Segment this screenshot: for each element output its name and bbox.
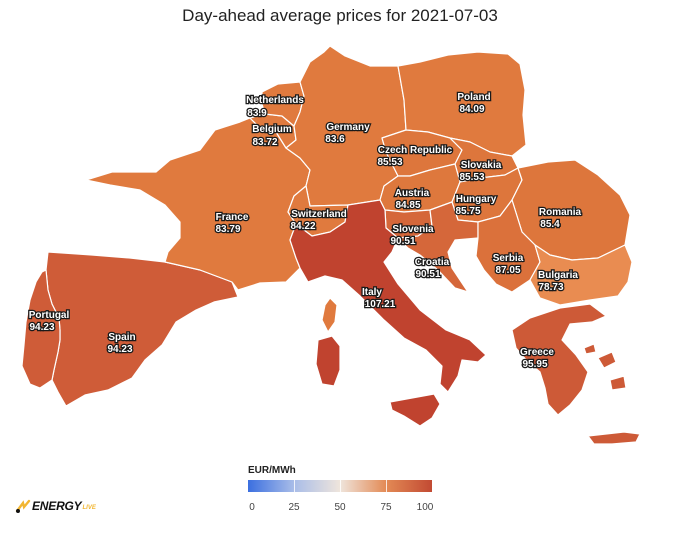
value-switzerland: 84.22 [290,221,315,232]
legend-color-bar: 0 25 50 75 100 [248,480,433,513]
legend-tick-label: 25 [288,502,300,513]
label-italy: Italy [362,287,382,298]
logo-subtext: LIVE [82,505,96,511]
region-france-corsica[interactable] [321,297,338,333]
energy-live-logo: ENERGY LIVE [14,497,96,515]
region-croatia[interactable] [397,201,479,293]
value-france: 83.79 [215,224,240,235]
region-italy-sardinia[interactable] [315,335,341,387]
value-austria: 84.85 [395,200,420,211]
country-labels: Netherlands 83.9 Belgium 83.72 Germany 8… [27,91,582,372]
value-serbia: 87.05 [495,265,520,276]
region-spain[interactable] [45,251,239,407]
value-slovakia: 85.53 [459,172,484,183]
legend-tick-label: 0 [249,502,255,513]
value-slovenia: 90.51 [390,236,415,247]
label-czech: Czech Republic [378,145,453,156]
region-greece-island-3[interactable] [583,343,597,355]
value-greece: 95.95 [522,359,547,370]
legend-tickmark [294,480,295,492]
legend-tick-label: 100 [416,502,434,513]
label-germany: Germany [326,122,370,133]
label-hungary: Hungary [456,194,497,205]
legend-tick-label: 50 [334,502,346,513]
label-portugal: Portugal [29,310,70,321]
label-poland: Poland [457,92,490,103]
label-austria: Austria [395,188,430,199]
value-hungary: 85.75 [455,206,480,217]
label-serbia: Serbia [493,253,524,264]
label-slovakia: Slovakia [461,160,502,171]
value-czech: 85.53 [377,157,402,168]
label-romania: Romania [539,207,582,218]
region-bulgaria[interactable] [529,244,633,306]
region-greece-island-1[interactable] [597,351,617,369]
map-title: Day-ahead average prices for 2021-07-03 [182,6,498,25]
value-croatia: 90.51 [415,269,440,280]
region-italy-sicily[interactable] [389,393,441,427]
label-greece: Greece [520,347,554,358]
legend-tickmark [386,480,387,492]
value-poland: 84.09 [459,104,484,115]
region-italy[interactable] [289,199,487,393]
value-bulgaria: 78.73 [538,282,563,293]
value-belgium: 83.72 [252,137,277,148]
logo-text: ENERGY [32,499,82,513]
label-switzerland: Switzerland [291,209,347,220]
color-legend: EUR/MWh 0 25 50 75 100 [248,465,438,513]
label-spain: Spain [108,332,135,343]
label-croatia: Croatia [415,257,450,268]
legend-tickmark [340,480,341,492]
label-netherlands: Netherlands [246,95,304,106]
value-netherlands: 83.9 [247,108,267,119]
value-spain: 94.23 [107,344,132,355]
legend-title: EUR/MWh [248,465,296,476]
logo-signal-icon [15,499,31,513]
value-germany: 83.6 [325,134,345,145]
label-slovenia: Slovenia [392,224,434,235]
value-italy: 107.21 [365,299,396,310]
region-greece[interactable] [511,303,607,416]
value-portugal: 94.23 [29,322,54,333]
region-portugal[interactable] [21,269,61,389]
value-romania: 85.4 [540,219,560,230]
region-greece-island-2[interactable] [609,375,627,391]
label-belgium: Belgium [252,124,292,135]
label-france: France [216,212,249,223]
legend-tick-label: 75 [380,502,392,513]
region-greece-crete[interactable] [587,431,641,445]
label-bulgaria: Bulgaria [538,270,578,281]
